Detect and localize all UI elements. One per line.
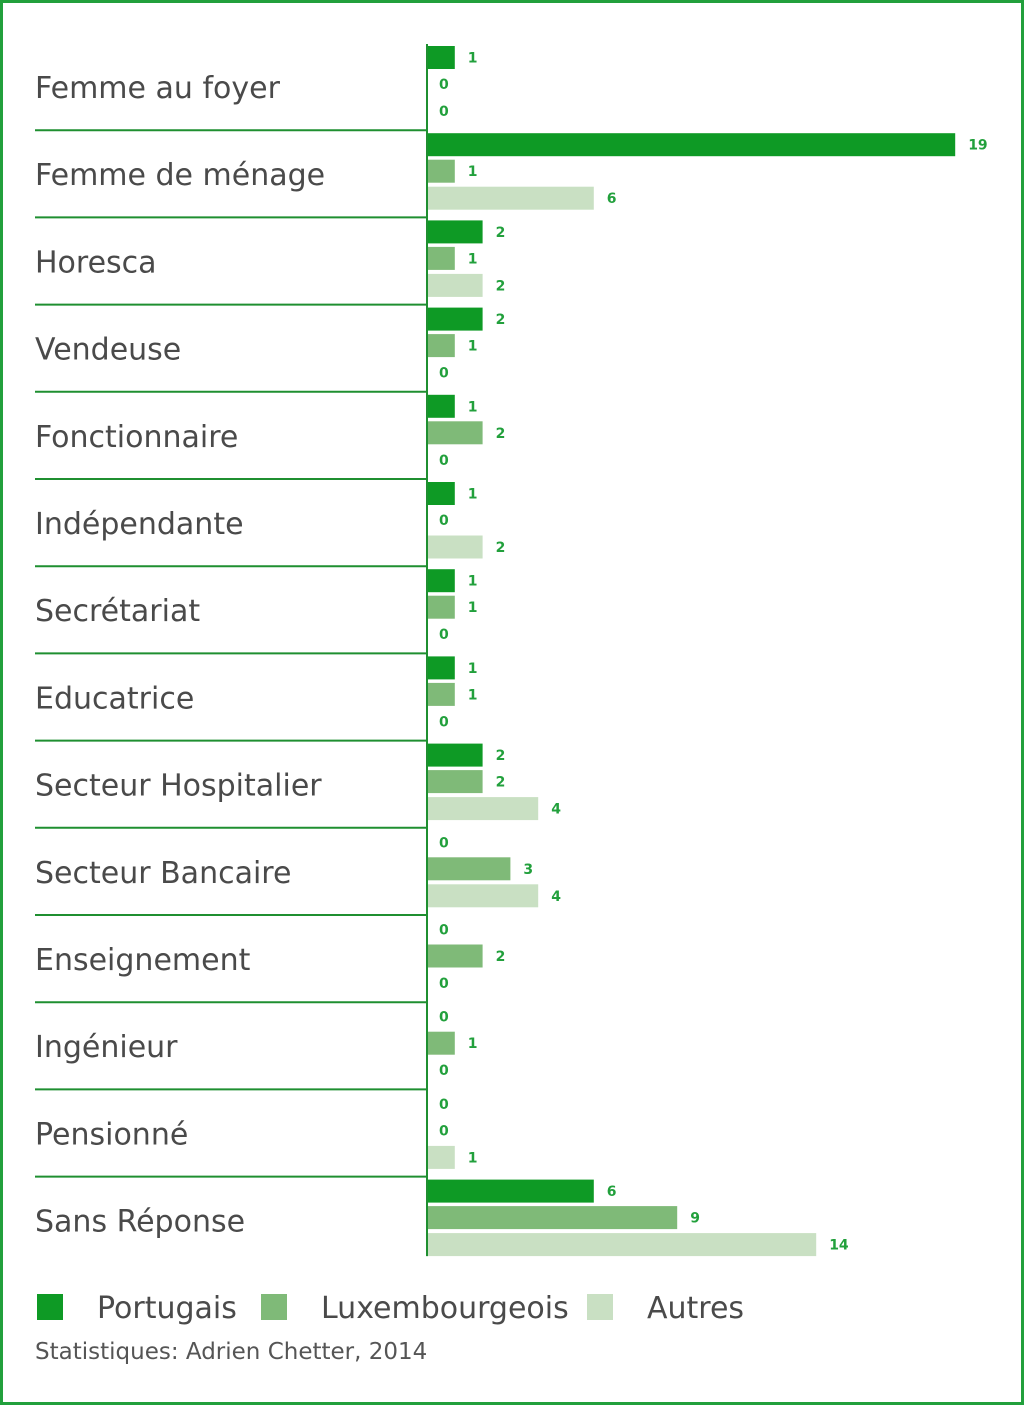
value-label: 1 xyxy=(468,600,478,616)
value-label: 4 xyxy=(551,802,561,818)
bar-portugais xyxy=(427,1179,594,1203)
bar-portugais xyxy=(427,133,956,157)
bar-luxembourgeois xyxy=(427,595,455,619)
category-label: Enseignement xyxy=(35,943,251,978)
value-labels: 1001916212210120102110110224034020010001… xyxy=(439,51,988,1254)
bar-luxembourgeois xyxy=(427,159,455,183)
value-label: 0 xyxy=(439,513,449,529)
bar-portugais xyxy=(427,394,455,418)
legend-label: Autres xyxy=(647,1291,745,1326)
bar-autres xyxy=(427,535,483,559)
category-labels: Femme au foyer Femme de ménage Horesca Vend… xyxy=(35,71,325,1240)
row-separators xyxy=(35,129,427,1178)
category-label: Pensionné xyxy=(35,1117,188,1152)
value-label: 3 xyxy=(523,862,533,878)
value-label: 0 xyxy=(439,1063,449,1079)
value-label: 19 xyxy=(968,138,987,154)
value-label: 1 xyxy=(468,574,478,590)
bar-luxembourgeois xyxy=(427,682,455,706)
value-label: 2 xyxy=(496,540,506,556)
bar-autres xyxy=(427,797,539,821)
category-label: Fonctionnaire xyxy=(35,420,238,455)
legend-label: Portugais xyxy=(97,1291,237,1326)
bar-luxembourgeois xyxy=(427,334,455,358)
bar-portugais xyxy=(427,307,483,331)
value-label: 2 xyxy=(496,312,506,328)
legend-swatch xyxy=(37,1294,63,1320)
category-label: Femme au foyer xyxy=(35,71,281,106)
value-label: 1 xyxy=(468,661,478,677)
value-label: 0 xyxy=(439,1010,449,1026)
category-label: Secrétariat xyxy=(35,594,200,629)
bar-portugais xyxy=(427,482,455,505)
bar-luxembourgeois xyxy=(427,770,483,794)
value-label: 1 xyxy=(468,51,478,67)
bar-autres xyxy=(427,1145,455,1169)
value-label: 0 xyxy=(439,627,449,643)
value-label: 1 xyxy=(468,339,478,355)
bar-luxembourgeois xyxy=(427,857,511,881)
value-label: 1 xyxy=(468,399,478,415)
bar-luxembourgeois xyxy=(427,1031,455,1055)
bars xyxy=(427,46,956,1257)
category-label: Sans Réponse xyxy=(35,1205,245,1240)
legend-swatch xyxy=(261,1294,287,1320)
legend: Portugais Luxembourgeois Autres xyxy=(37,1289,997,1329)
value-label: 6 xyxy=(607,191,617,207)
value-label: 1 xyxy=(468,687,478,703)
value-label: 0 xyxy=(439,77,449,93)
value-label: 0 xyxy=(439,1097,449,1113)
bar-luxembourgeois xyxy=(427,421,483,445)
value-label: 0 xyxy=(439,714,449,730)
legend-label: Luxembourgeois xyxy=(321,1291,569,1326)
value-label: 2 xyxy=(496,775,506,791)
value-label: 0 xyxy=(439,1123,449,1139)
value-label: 0 xyxy=(439,835,449,851)
value-label: 0 xyxy=(439,366,449,382)
value-label: 14 xyxy=(829,1238,849,1254)
value-label: 0 xyxy=(439,453,449,469)
bar-portugais xyxy=(427,656,455,680)
bar-portugais xyxy=(427,46,455,69)
value-label: 2 xyxy=(496,748,506,764)
value-label: 0 xyxy=(439,104,449,120)
value-label: 1 xyxy=(468,1150,478,1166)
legend-swatch xyxy=(587,1294,613,1320)
category-label: Ingénieur xyxy=(35,1030,178,1065)
category-label: Horesca xyxy=(35,245,157,280)
category-label: Vendeuse xyxy=(35,333,181,368)
value-label: 2 xyxy=(496,278,506,294)
value-label: 0 xyxy=(439,976,449,992)
bar-autres xyxy=(427,884,539,908)
bar-portugais xyxy=(427,743,483,767)
value-label: 1 xyxy=(468,1036,478,1052)
value-label: 1 xyxy=(468,251,478,267)
source-credit: Statistiques: Adrien Chetter, 2014 xyxy=(35,1339,428,1365)
value-label: 2 xyxy=(496,949,506,965)
bar-luxembourgeois xyxy=(427,944,483,968)
value-label: 1 xyxy=(468,487,478,503)
value-label: 6 xyxy=(607,1184,617,1200)
value-label: 4 xyxy=(551,889,561,905)
value-label: 0 xyxy=(439,923,449,939)
bar-autres xyxy=(427,186,594,210)
bar-portugais xyxy=(427,569,455,593)
value-label: 2 xyxy=(496,426,506,442)
bar-luxembourgeois xyxy=(427,1206,678,1230)
bar-autres xyxy=(427,273,483,297)
category-label: Femme de ménage xyxy=(35,158,325,193)
category-label: Indépendante xyxy=(35,507,244,542)
bar-portugais xyxy=(427,220,483,244)
value-label: 9 xyxy=(690,1211,700,1227)
bar-autres xyxy=(427,1233,817,1257)
category-label: Secteur Hospitalier xyxy=(35,769,322,804)
category-label: Secteur Bancaire xyxy=(35,856,291,891)
value-label: 1 xyxy=(468,164,478,180)
category-label: Educatrice xyxy=(35,681,194,716)
value-label: 2 xyxy=(496,225,506,241)
bar-chart: 1001916212210120102110110224034020010001… xyxy=(35,44,988,1257)
bar-luxembourgeois xyxy=(427,246,455,270)
